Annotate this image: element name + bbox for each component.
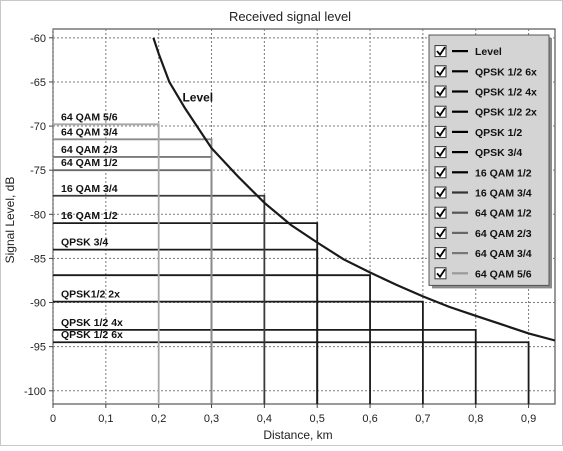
checkmark-icon	[436, 167, 446, 178]
legend-label: QPSK 1/2	[475, 127, 522, 139]
legend-label: QPSK 1/2 2x	[475, 107, 537, 119]
legend-checkbox[interactable]	[434, 206, 447, 219]
y-tick-label: -70	[30, 121, 46, 133]
threshold-label: 64 QAM 3/4	[61, 126, 118, 138]
axis-ticks: 0 0,1 0,2 0,3 0,4 0,5 0,6 0,7 0,8 0,9 -60 -65 -70 -75…	[24, 33, 536, 425]
checkmark-icon	[436, 66, 446, 77]
legend-box	[428, 34, 550, 286]
legend-checkbox[interactable]	[434, 65, 447, 78]
legend-checkbox[interactable]	[434, 267, 447, 280]
y-tick-label: -95	[30, 342, 46, 354]
y-tick-label: -85	[30, 253, 46, 265]
legend-item[interactable]: QPSK 1/2	[434, 125, 522, 139]
legend-label: 64 QAM 2/3	[475, 228, 532, 240]
x-axis-label: Distance, km	[263, 428, 332, 442]
legend-checkbox[interactable]	[434, 186, 447, 199]
legend: Level QPSK 1/2 6x QPSK 1/2 4x QPSK 1/2 2x QP…	[428, 34, 552, 289]
x-tick-label: 0,5	[310, 413, 325, 425]
threshold-label: 64 QAM 5/6	[61, 111, 118, 123]
legend-checkbox[interactable]	[434, 226, 447, 239]
x-tick-label: 0,6	[362, 413, 377, 425]
y-tick-label: -65	[30, 77, 46, 89]
threshold-label: 16 QAM 3/4	[61, 183, 118, 195]
checkmark-icon	[436, 127, 446, 137]
checkmark-icon	[436, 268, 446, 279]
checkmark-icon	[436, 188, 446, 198]
threshold-line	[53, 138, 213, 404]
y-tick-label: -80	[30, 209, 46, 221]
legend-item[interactable]: 64 QAM 1/2	[434, 206, 532, 220]
threshold-line	[53, 300, 424, 404]
legend-checkbox[interactable]	[434, 166, 447, 179]
threshold-label: 16 QAM 1/2	[61, 210, 118, 222]
legend-item[interactable]: 64 QAM 2/3	[434, 226, 532, 240]
legend-label: QPSK 1/2 6x	[475, 66, 537, 78]
legend-item[interactable]: 16 QAM 1/2	[434, 166, 532, 180]
annotations: Level	[182, 90, 213, 104]
y-tick-label: -75	[30, 165, 46, 177]
threshold-label: 64 QAM 2/3	[61, 144, 118, 156]
threshold-label: QPSK1/2 2x	[61, 289, 120, 301]
x-tick-label: 0,8	[468, 413, 483, 425]
x-tick-label: 0,2	[151, 413, 166, 425]
x-tick-label: 0,9	[521, 413, 536, 425]
legend-checkbox[interactable]	[434, 247, 447, 260]
threshold-line	[53, 123, 160, 404]
checkmark-icon	[436, 107, 446, 117]
x-tick-label: 0,7	[415, 413, 430, 425]
legend-item[interactable]: QPSK 1/2 4x	[434, 85, 537, 99]
y-tick-label: -100	[24, 386, 46, 398]
threshold-label: QPSK 3/4	[61, 237, 108, 249]
y-axis-label: Signal Level, dB	[3, 177, 17, 264]
legend-item[interactable]: 64 QAM 5/6	[434, 267, 532, 281]
legend-label: 16 QAM 3/4	[475, 188, 532, 200]
legend-item[interactable]: QPSK 1/2 2x	[434, 105, 537, 119]
legend-item[interactable]: 16 QAM 3/4	[434, 186, 532, 200]
checkmark-icon	[436, 87, 446, 97]
legend-item[interactable]: QPSK 3/4	[434, 146, 522, 160]
x-tick-label: 0,4	[257, 413, 272, 425]
legend-checkbox[interactable]	[434, 146, 447, 159]
legend-checkbox[interactable]	[434, 105, 447, 118]
checkmark-icon	[436, 248, 446, 259]
legend-label: 16 QAM 1/2	[475, 167, 532, 179]
curve-annotation: Level	[182, 90, 213, 104]
checkmark-icon	[436, 208, 446, 218]
legend-label: QPSK 3/4	[475, 147, 522, 159]
legend-item[interactable]: 64 QAM 3/4	[434, 247, 532, 261]
checkmark-icon	[436, 147, 446, 158]
legend-label: Level	[475, 46, 502, 58]
threshold-label: 64 QAM 1/2	[61, 157, 118, 169]
y-tick-label: -60	[30, 33, 46, 45]
x-tick-label: 0,1	[98, 413, 113, 425]
legend-checkbox[interactable]	[434, 45, 447, 58]
legend-item[interactable]: QPSK 1/2 6x	[434, 65, 537, 79]
legend-label: 64 QAM 1/2	[475, 208, 532, 220]
level-curve-group	[152, 37, 556, 342]
chart-title: Received signal level	[229, 9, 351, 24]
x-tick-label: 0,3	[204, 413, 219, 425]
legend-label: 64 QAM 5/6	[475, 268, 532, 280]
threshold-label: QPSK 1/2 6x	[61, 329, 123, 341]
threshold-label: QPSK 1/2 4x	[61, 317, 123, 329]
legend-item[interactable]: Level	[434, 45, 502, 59]
checkmark-icon	[436, 46, 446, 57]
threshold-line	[53, 328, 477, 404]
legend-label: 64 QAM 3/4	[475, 248, 532, 260]
checkmark-icon	[436, 228, 446, 238]
x-tick-label: 0	[50, 413, 56, 425]
legend-checkbox[interactable]	[434, 125, 447, 138]
legend-checkbox[interactable]	[434, 85, 447, 98]
y-tick-label: -90	[30, 298, 46, 310]
threshold-line	[53, 222, 319, 404]
legend-label: QPSK 1/2 4x	[475, 87, 537, 99]
level-curve	[152, 37, 556, 342]
threshold-line	[53, 194, 266, 404]
